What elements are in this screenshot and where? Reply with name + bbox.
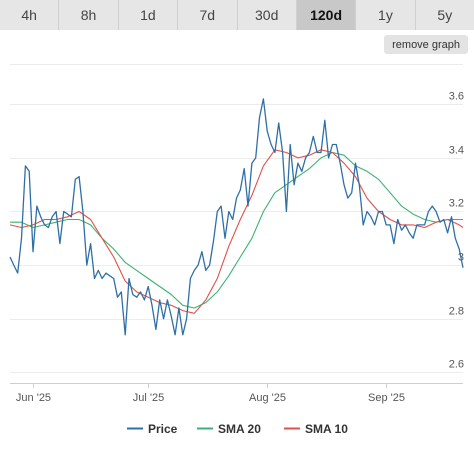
legend-label-sma-20[interactable]: SMA 20 [218,422,261,436]
tab-7d[interactable]: 7d [178,0,238,30]
y-axis: 2.62.833.23.43.6 [449,91,464,371]
timeframe-tabs: 4h 8h 1d 7d 30d 120d 1y 5y [0,0,474,30]
legend-label-sma-10[interactable]: SMA 10 [305,422,348,436]
remove-graph-button[interactable]: remove graph [384,35,468,54]
series-line-sma-20 [10,151,463,309]
tab-1y[interactable]: 1y [356,0,416,30]
x-tick-label: Jul '25 [133,392,164,404]
y-tick-label: 3.4 [449,145,464,157]
tab-8h[interactable]: 8h [59,0,119,30]
x-axis: Jun '25 Jul '25 Aug '25 Sep '25 [10,383,463,404]
x-tick-label: Jun '25 [16,392,51,404]
legend-label-price[interactable]: Price [148,422,178,436]
series-line-price [9,98,464,336]
chart-series [9,98,464,336]
tab-120d[interactable]: 120d [296,0,357,30]
tab-1d[interactable]: 1d [119,0,179,30]
x-tick-label: Aug '25 [249,392,286,404]
x-tick-label: Sep '25 [368,392,405,404]
tab-30d[interactable]: 30d [238,0,297,30]
tab-5y[interactable]: 5y [437,7,453,23]
chart-grid [10,64,463,373]
chart-legend: Price SMA 20 SMA 10 [127,422,348,436]
y-tick-label: 2.6 [449,359,464,371]
series-line-sma-10 [9,149,464,314]
y-tick-label: 3.2 [449,198,464,210]
tab-4h[interactable]: 4h [0,0,60,30]
y-tick-label: 2.8 [449,306,464,318]
y-tick-label: 3.6 [449,91,464,103]
